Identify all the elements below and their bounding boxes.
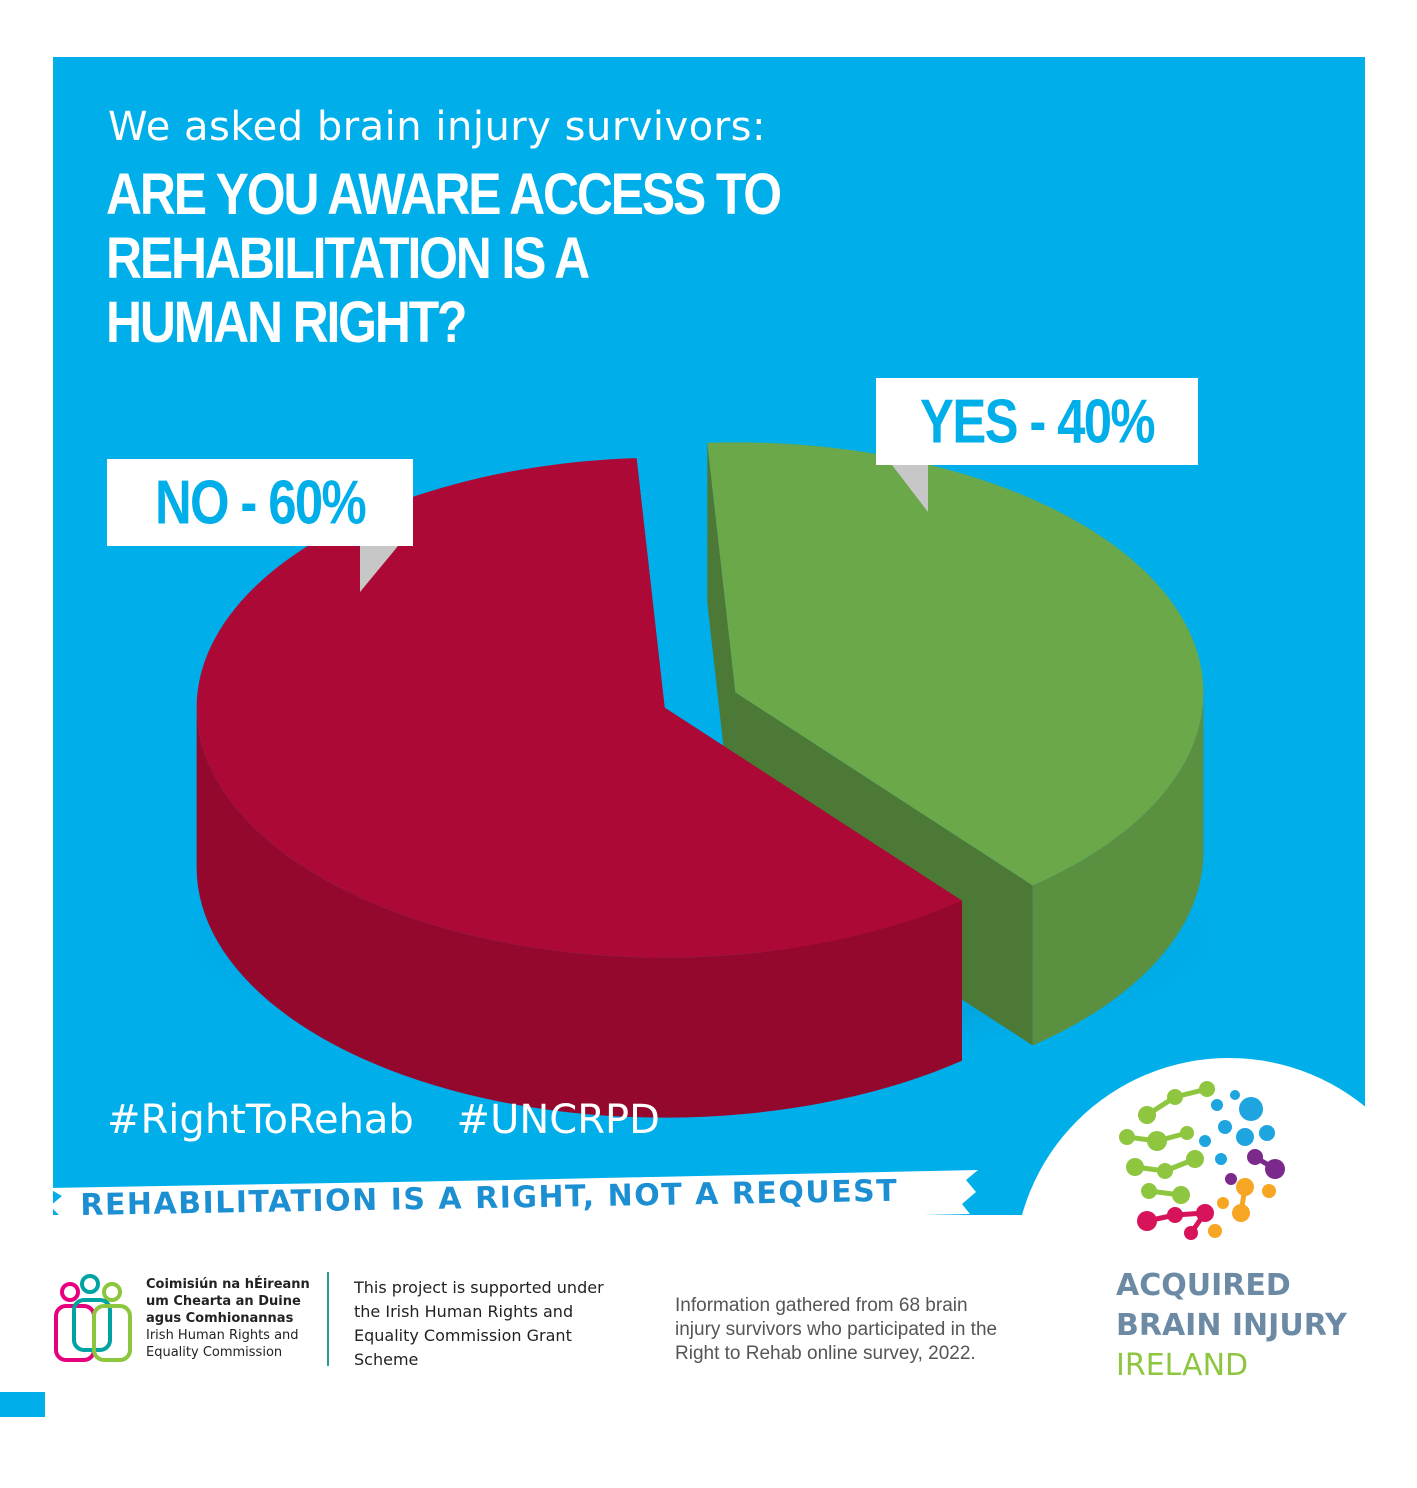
intro-text: We asked brain injury survivors: <box>108 104 766 150</box>
abi-line-2: BRAIN INJURY <box>1116 1308 1347 1343</box>
logo-circle-background <box>1014 1058 1417 1488</box>
ihrec-logo-icon <box>54 1274 132 1362</box>
banner-ribbon <box>48 1170 978 1230</box>
abi-network-icon <box>1119 1081 1285 1240</box>
question-line-2: REHABILITATION IS A <box>106 226 590 291</box>
question-line-1: ARE YOU AWARE ACCESS TO <box>106 162 782 227</box>
no-label: NO - 60% <box>154 468 367 537</box>
abi-line-1: ACQUIRED <box>1116 1268 1291 1303</box>
hashtags: #RightToRehab #UNCRPD <box>107 1097 690 1143</box>
abi-line-3: IRELAND <box>1116 1348 1249 1383</box>
corner-mark <box>0 1392 45 1417</box>
ihrec-irish-line-3: agus Comhionannas <box>146 1311 294 1326</box>
yes-label-box: YES - 40% <box>876 378 1198 465</box>
yes-label-pointer <box>892 465 928 512</box>
yes-label: YES - 40% <box>920 387 1156 456</box>
ihrec-irish-line-1: Coimisiún na hÉireann <box>146 1277 310 1292</box>
pie-chart <box>180 442 1220 1118</box>
no-label-pointer <box>360 546 398 592</box>
support-text: This project is supported under the Iris… <box>354 1278 604 1369</box>
ihrec-name: Coimisiún na hÉireann um Chearta an Duin… <box>146 1276 310 1361</box>
question-line-3: HUMAN RIGHT? <box>106 290 467 355</box>
footer-divider <box>327 1272 329 1366</box>
ihrec-english-line-2: Equality Commission <box>146 1345 283 1360</box>
ihrec-english-line-1: Irish Human Rights and <box>146 1328 299 1343</box>
pie-slice-no <box>196 458 962 1118</box>
source-note: Information gathered from 68 brain injur… <box>675 1295 998 1364</box>
abi-logo-text: ACQUIRED BRAIN INJURY IRELAND <box>1116 1266 1347 1386</box>
hashtag-right-to-rehab: #RightToRehab <box>107 1097 414 1143</box>
hashtag-uncrpd: #UNCRPD <box>456 1097 660 1143</box>
no-label-box: NO - 60% <box>107 459 413 546</box>
question-heading: ARE YOU AWARE ACCESS TO REHABILITATION I… <box>106 163 926 355</box>
ihrec-irish-line-2: um Chearta an Duine <box>146 1294 301 1309</box>
